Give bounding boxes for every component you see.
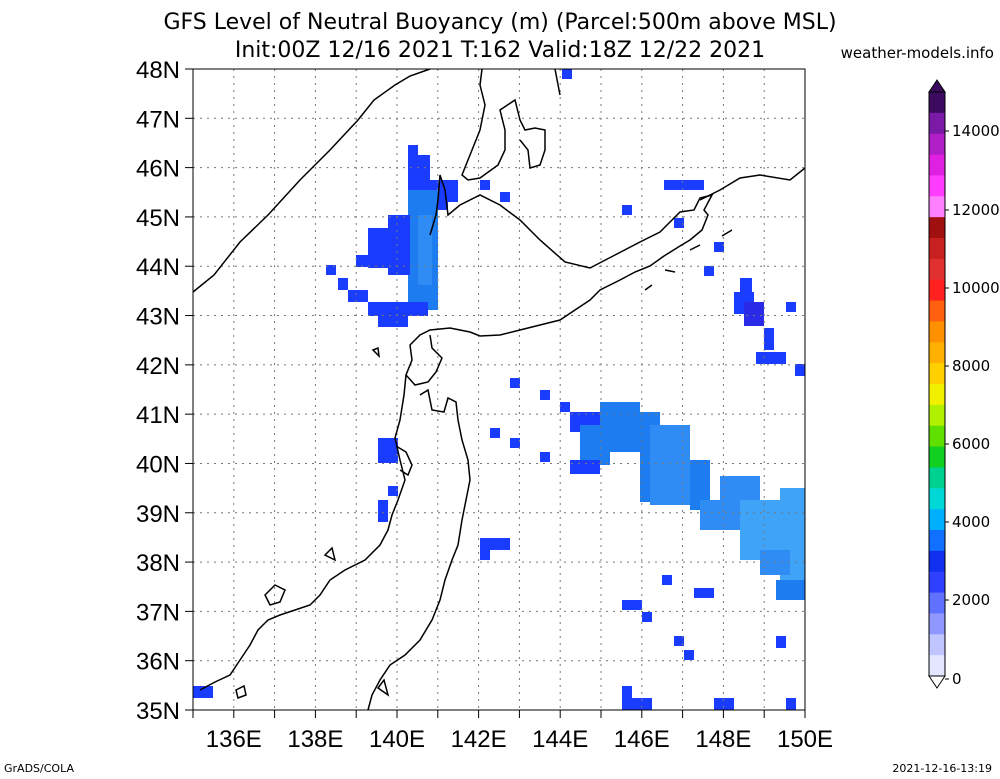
colorbar-swatch <box>929 467 945 489</box>
colorbar-swatch <box>929 592 945 614</box>
colorbar-swatch <box>929 112 945 135</box>
lon-label: 140E <box>369 726 425 753</box>
colorbar-swatch <box>929 342 945 364</box>
lat-label: 40N <box>136 451 180 478</box>
colorbar-swatch <box>929 154 945 176</box>
colorbar: 14000 12000 10000 8000 6000 4000 2000 0 <box>928 79 1000 689</box>
lat-label: 48N <box>136 57 180 84</box>
colorbar-label: 10000 <box>952 279 1000 297</box>
colorbar-swatch <box>929 300 945 322</box>
lon-label: 148E <box>695 726 751 753</box>
colorbar-swatch <box>929 488 945 510</box>
colorbar-label: 8000 <box>952 357 990 375</box>
colorbar-swatch <box>929 92 945 114</box>
lon-label: 150E <box>777 726 833 753</box>
lat-label: 35N <box>136 698 180 725</box>
lon-label: 144E <box>532 726 588 753</box>
lon-label: 138E <box>287 726 343 753</box>
colorbar-swatch <box>929 196 945 218</box>
map-frame <box>192 68 806 711</box>
lat-label: 43N <box>136 304 180 331</box>
colorbar-swatch <box>929 425 945 448</box>
colorbar-label: 0 <box>952 670 962 688</box>
colorbar-bottom-arrow <box>928 675 946 689</box>
colorbar-label: 6000 <box>952 435 990 453</box>
lat-label: 45N <box>136 205 180 232</box>
colorbar-swatch <box>929 550 945 573</box>
map-title-line2: Init:00Z 12/16 2021 T:162 Valid:18Z 12/2… <box>234 38 766 63</box>
lat-label: 47N <box>136 106 180 133</box>
lat-label: 39N <box>136 501 180 528</box>
colorbar-label: 4000 <box>952 513 990 531</box>
colorbar-top-arrow <box>928 79 946 93</box>
colorbar-swatch <box>929 446 945 468</box>
colorbar-label: 12000 <box>952 201 1000 219</box>
colorbar-swatch <box>929 363 945 385</box>
map-background <box>193 69 805 710</box>
colorbar-swatch <box>929 530 945 552</box>
colorbar-swatch <box>929 571 945 594</box>
colorbar-swatch <box>929 238 945 260</box>
colorbar-swatch <box>929 217 945 239</box>
footer-grads-label: GrADS/COLA <box>4 762 74 775</box>
lon-label: 142E <box>451 726 507 753</box>
lat-label: 37N <box>136 599 180 626</box>
buoyancy-shading <box>193 69 805 710</box>
lon-label: 136E <box>206 726 262 753</box>
lat-label: 36N <box>136 649 180 676</box>
lon-label: 146E <box>614 726 670 753</box>
colorbar-swatch <box>929 655 945 677</box>
lat-label: 44N <box>136 254 180 281</box>
colorbar-swatch <box>929 175 945 197</box>
lat-label: 42N <box>136 353 180 380</box>
colorbar-swatch <box>929 321 945 343</box>
colorbar-swatch <box>929 509 945 531</box>
colorbar-swatch <box>929 634 945 656</box>
colorbar-label: 2000 <box>952 591 990 609</box>
map-title-line1: GFS Level of Neutral Buoyancy (m) (Parce… <box>163 10 837 35</box>
lat-label: 46N <box>136 156 180 183</box>
colorbar-swatch <box>929 279 945 302</box>
colorbar-swatch <box>929 404 945 427</box>
colorbar-swatch <box>929 384 945 406</box>
colorbar-frame <box>928 91 946 677</box>
colorbar-swatch <box>929 258 945 281</box>
lat-label: 41N <box>136 402 180 429</box>
colorbar-label: 14000 <box>952 122 1000 140</box>
brand-label: weather-models.info <box>840 44 994 62</box>
colorbar-swatch <box>929 133 945 156</box>
lat-label: 38N <box>136 550 180 577</box>
footer-timestamp: 2021-12-16-13:19 <box>892 762 992 775</box>
coastlines <box>192 68 806 711</box>
colorbar-swatch <box>929 613 945 635</box>
